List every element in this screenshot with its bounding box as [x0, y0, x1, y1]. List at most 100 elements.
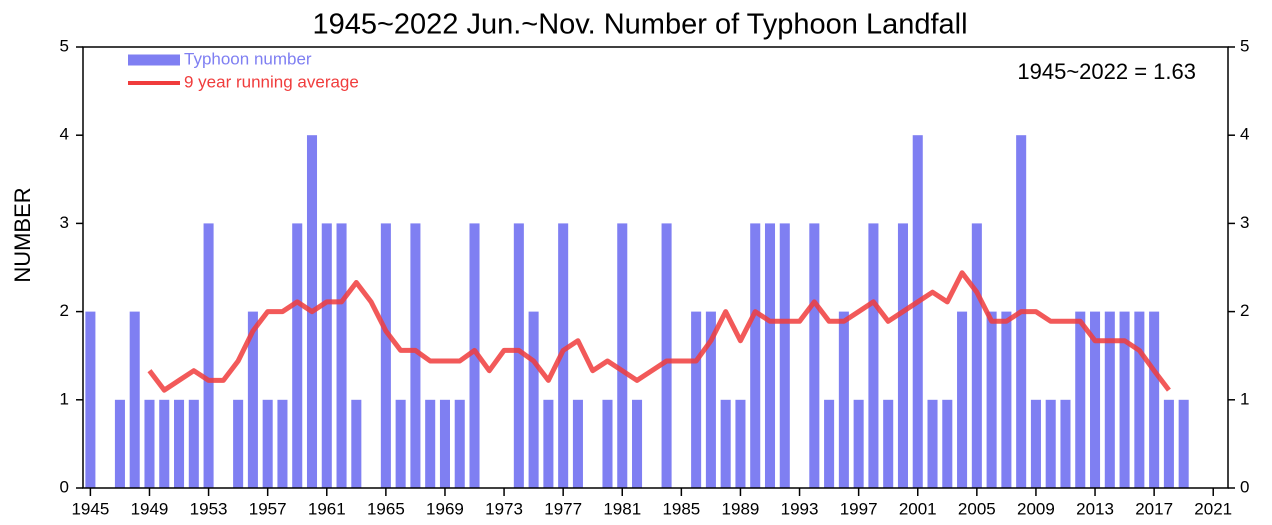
bar	[957, 311, 968, 488]
bar	[85, 311, 96, 488]
y-tick-label: 2	[60, 301, 69, 320]
x-tick-label: 1977	[544, 499, 582, 518]
bar	[1045, 399, 1056, 488]
bar	[188, 399, 199, 488]
bar	[233, 399, 244, 488]
x-tick-label: 1985	[662, 499, 700, 518]
legend-label: Typhoon number	[184, 49, 312, 68]
bar	[528, 311, 539, 488]
bar	[159, 399, 170, 488]
x-tick-label: 1949	[131, 499, 169, 518]
bar	[277, 399, 288, 488]
bar	[824, 399, 835, 488]
bar	[779, 223, 790, 488]
x-tick-label: 1989	[722, 499, 760, 518]
bar	[454, 399, 465, 488]
x-tick-label: 1965	[367, 499, 405, 518]
x-tick-label: 1981	[603, 499, 641, 518]
y-tick-label: 5	[60, 36, 69, 55]
legend-swatch	[128, 81, 180, 85]
bar	[247, 311, 258, 488]
x-tick-label: 1973	[485, 499, 523, 518]
bar	[661, 223, 672, 488]
y2-tick-label: 1	[1240, 389, 1249, 408]
bar	[1075, 311, 1086, 488]
bar	[425, 399, 436, 488]
bar	[809, 223, 820, 488]
bar	[114, 399, 125, 488]
x-tick-label: 1997	[840, 499, 878, 518]
bar	[912, 135, 923, 488]
x-tick-label: 1969	[426, 499, 464, 518]
bar	[543, 399, 554, 488]
y-tick-label: 3	[60, 213, 69, 232]
annotation: 1945~2022 = 1.63	[1017, 59, 1196, 84]
bar	[1090, 311, 1101, 488]
bar	[971, 223, 982, 488]
y2-tick-label: 4	[1240, 125, 1249, 144]
bar	[986, 311, 997, 488]
bar	[750, 223, 761, 488]
bar	[292, 223, 303, 488]
bar	[1149, 311, 1160, 488]
bar	[174, 399, 185, 488]
legend-label: 9 year running average	[184, 72, 359, 91]
bar	[883, 399, 894, 488]
x-tick-label: 1953	[190, 499, 228, 518]
x-tick-label: 1993	[781, 499, 819, 518]
bar	[395, 399, 406, 488]
bar	[705, 311, 716, 488]
chart-title: 1945~2022 Jun.~Nov. Number of Typhoon La…	[312, 9, 967, 41]
x-tick-label: 2021	[1194, 499, 1232, 518]
bar	[1119, 311, 1130, 488]
y-tick-label: 4	[60, 125, 69, 144]
bar	[410, 223, 421, 488]
bar	[1163, 399, 1174, 488]
bar	[897, 223, 908, 488]
y-tick-label: 1	[60, 389, 69, 408]
x-tick-label: 1945	[71, 499, 109, 518]
bar	[321, 223, 332, 488]
bar	[572, 399, 583, 488]
bar	[764, 223, 776, 488]
x-tick-label: 2005	[958, 499, 996, 518]
bar	[927, 399, 938, 488]
x-tick-label: 1961	[308, 499, 346, 518]
bar	[144, 399, 155, 488]
bar	[513, 223, 524, 488]
bar	[351, 399, 362, 488]
bar	[1134, 311, 1145, 488]
bar	[203, 223, 214, 488]
y-tick-label: 0	[60, 477, 69, 496]
y2-tick-label: 0	[1240, 477, 1249, 496]
bar	[1030, 399, 1041, 488]
bar	[439, 399, 450, 488]
bar	[1001, 311, 1012, 488]
bar	[720, 399, 731, 488]
bar	[942, 399, 953, 488]
bar	[336, 223, 347, 488]
x-tick-label: 2001	[899, 499, 937, 518]
bar	[691, 311, 702, 488]
bar	[868, 223, 879, 488]
x-tick-label: 2013	[1076, 499, 1114, 518]
y2-tick-label: 3	[1240, 213, 1249, 232]
x-tick-label: 2017	[1135, 499, 1173, 518]
bar	[853, 399, 864, 488]
bar	[632, 399, 643, 488]
bar	[262, 399, 273, 488]
x-tick-label: 1957	[249, 499, 287, 518]
y2-tick-label: 5	[1240, 36, 1249, 55]
bar	[380, 223, 391, 488]
y-axis-label: NUMBER	[10, 187, 35, 282]
bar	[1104, 311, 1115, 488]
legend-swatch	[128, 54, 180, 66]
bar	[469, 223, 480, 488]
bar	[838, 311, 849, 488]
bar	[735, 399, 746, 488]
bar	[129, 311, 140, 488]
x-tick-label: 2009	[1017, 499, 1055, 518]
bar	[602, 399, 613, 488]
plot-frame	[82, 46, 1229, 489]
